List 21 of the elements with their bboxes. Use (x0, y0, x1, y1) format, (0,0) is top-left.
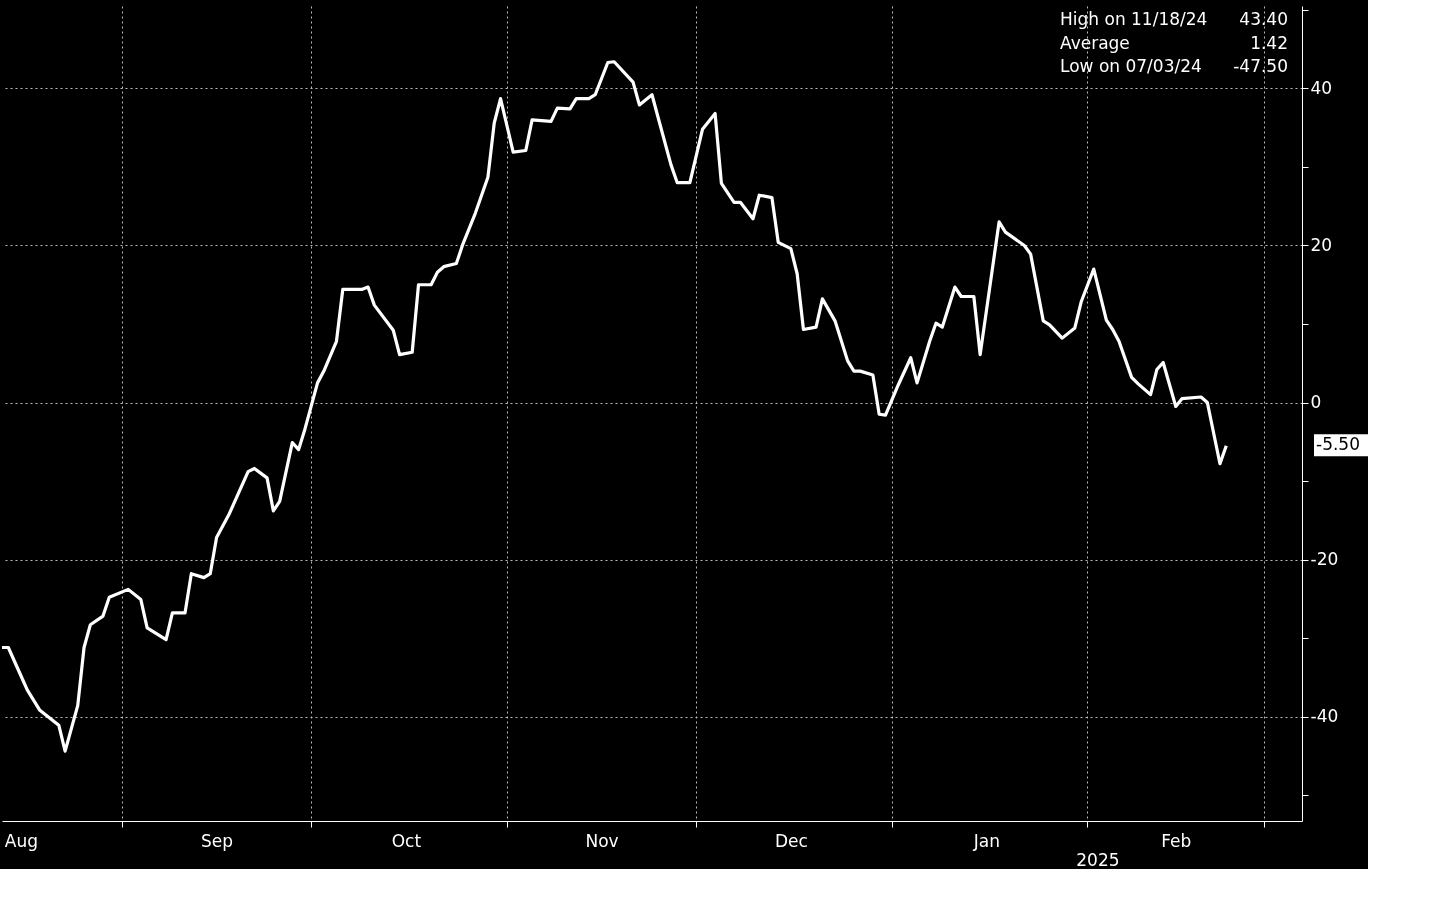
x-tick-label: Dec (774, 830, 808, 851)
x-tick-label: Nov (585, 830, 619, 851)
annotation: 43.40 (1239, 9, 1288, 29)
y-tick-label: -40 (1310, 706, 1339, 727)
text: 2025 (1076, 850, 1120, 870)
text: -5.50 (1316, 434, 1360, 455)
y-tick-label: -20 (1310, 549, 1339, 570)
x-tick-label: Jan (972, 830, 1001, 851)
annotation: Average (1060, 32, 1130, 53)
annotation: High on 11/18/24 (1060, 9, 1208, 29)
x-tick-label: Oct (391, 830, 422, 851)
line-series (0, 60, 1228, 753)
annotation: 1.42 (1250, 32, 1288, 53)
y-tick-label: 0 (1310, 392, 1322, 413)
annotation: Low on 07/03/24 (1060, 56, 1202, 76)
annotation: -47.50 (1233, 56, 1288, 76)
x-tick-label: Aug (4, 830, 39, 851)
y-tick-label: 20 (1310, 234, 1333, 255)
x-tick-label: Sep (201, 830, 234, 851)
x-tick-label: Feb (1161, 830, 1192, 851)
y-tick-label: 40 (1310, 77, 1333, 98)
